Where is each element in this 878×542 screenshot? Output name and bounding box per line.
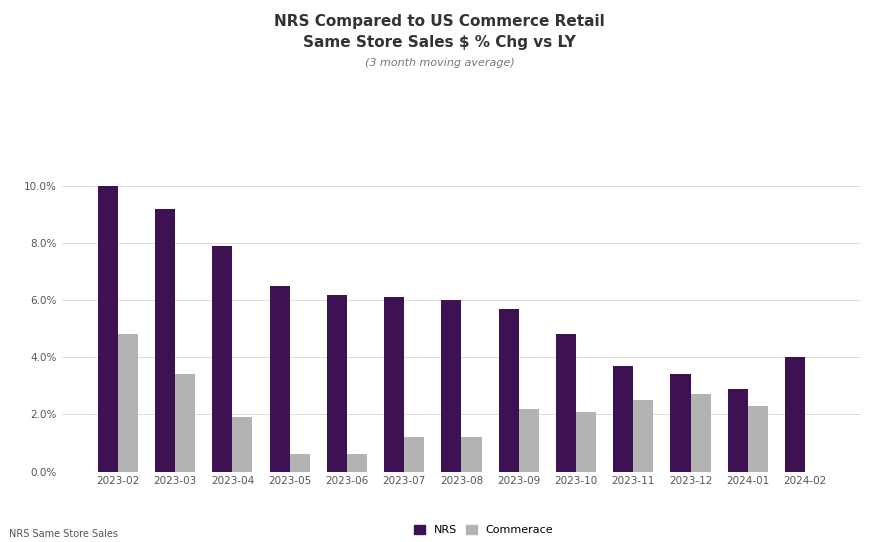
Bar xyxy=(613,366,632,472)
Bar xyxy=(270,286,290,472)
Legend: NRS, Commerace: NRS, Commerace xyxy=(413,525,553,535)
Bar xyxy=(727,389,747,472)
Text: (3 month moving average): (3 month moving average) xyxy=(364,58,514,68)
Bar xyxy=(118,334,138,472)
Bar xyxy=(290,454,309,472)
Bar xyxy=(461,437,481,472)
Bar xyxy=(518,409,538,472)
Bar xyxy=(404,437,424,472)
Bar xyxy=(232,417,252,472)
Bar xyxy=(327,294,347,472)
Bar xyxy=(175,375,195,472)
Bar xyxy=(384,298,404,472)
Bar xyxy=(555,334,575,472)
Bar xyxy=(97,186,118,472)
Bar xyxy=(632,400,652,472)
Bar xyxy=(690,395,709,472)
Bar xyxy=(212,246,232,472)
Text: NRS Compared to US Commerce Retail: NRS Compared to US Commerce Retail xyxy=(274,14,604,29)
Bar xyxy=(784,357,804,472)
Bar xyxy=(498,309,518,472)
Bar xyxy=(441,300,461,472)
Text: NRS Same Store Sales: NRS Same Store Sales xyxy=(9,530,118,539)
Bar xyxy=(155,209,175,472)
Bar xyxy=(670,375,690,472)
Bar xyxy=(747,406,766,472)
Bar xyxy=(575,411,595,472)
Bar xyxy=(347,454,367,472)
Text: Same Store Sales $ % Chg vs LY: Same Store Sales $ % Chg vs LY xyxy=(303,35,575,50)
